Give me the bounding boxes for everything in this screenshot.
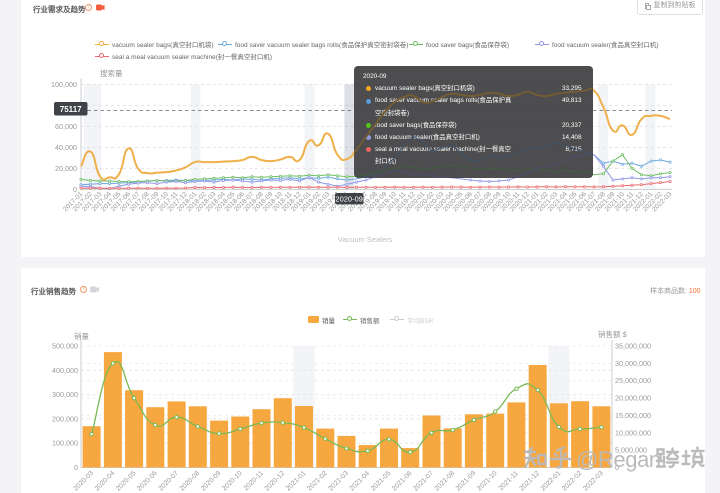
svg-text:30,000,000: 30,000,000 [615, 359, 651, 368]
svg-text:2020-04: 2020-04 [94, 470, 117, 493]
svg-text:2020-12: 2020-12 [264, 470, 287, 493]
svg-text:300,000: 300,000 [52, 390, 78, 399]
svg-text:2020-06: 2020-06 [136, 470, 159, 493]
svg-text:25,000,000: 25,000,000 [615, 376, 651, 385]
svg-text:100,000: 100,000 [51, 80, 77, 89]
svg-text:@Regan: @Regan [576, 447, 661, 472]
svg-text:2021-11: 2021-11 [498, 470, 520, 492]
svg-text:2020-07: 2020-07 [157, 470, 180, 493]
svg-text:Vacuum Sealers: Vacuum Sealers [338, 235, 393, 244]
svg-text:0: 0 [74, 463, 78, 472]
svg-text:60,000: 60,000 [55, 122, 77, 131]
svg-text:2020-08: 2020-08 [179, 470, 202, 493]
svg-text:2021-07: 2021-07 [412, 470, 435, 493]
svg-text:2020-10: 2020-10 [221, 470, 244, 493]
svg-text:2021-10: 2021-10 [476, 470, 499, 493]
svg-text:2021-06: 2021-06 [391, 470, 414, 493]
svg-text:2020-09: 2020-09 [200, 470, 223, 493]
svg-text:40,000: 40,000 [55, 143, 77, 152]
svg-text:400,000: 400,000 [52, 366, 78, 375]
svg-text:15,000,000: 15,000,000 [615, 411, 651, 420]
svg-text:2020-05: 2020-05 [115, 470, 138, 493]
svg-text:200,000: 200,000 [52, 414, 78, 423]
svg-text:2021-02: 2021-02 [306, 470, 329, 493]
svg-text:2021-04: 2021-04 [349, 470, 372, 493]
svg-text:100,000: 100,000 [52, 439, 78, 448]
svg-text:35,000,000: 35,000,000 [615, 342, 651, 351]
svg-text:2020-11: 2020-11 [243, 470, 265, 492]
svg-text:500,000: 500,000 [52, 342, 78, 351]
svg-text:2021-08: 2021-08 [434, 470, 457, 493]
svg-text:2021-05: 2021-05 [370, 470, 393, 493]
svg-text:2021-03: 2021-03 [327, 470, 350, 493]
svg-text:5,000,000: 5,000,000 [615, 446, 647, 455]
svg-text:20,000: 20,000 [55, 164, 77, 173]
svg-text:2021-09: 2021-09 [455, 470, 478, 493]
svg-text:0: 0 [615, 463, 619, 472]
svg-text:0: 0 [73, 185, 77, 194]
svg-text:2020-03: 2020-03 [72, 470, 95, 493]
svg-text:75117: 75117 [60, 105, 82, 114]
svg-text:2020-09: 2020-09 [335, 194, 363, 203]
svg-text:20,000,000: 20,000,000 [615, 394, 651, 403]
svg-text:搜索量: 搜索量 [100, 68, 123, 78]
svg-text:销售额 $: 销售额 $ [598, 329, 628, 339]
svg-text:2021-01: 2021-01 [285, 470, 308, 493]
svg-text:10,000,000: 10,000,000 [615, 428, 651, 437]
svg-text:销量: 销量 [74, 331, 89, 341]
